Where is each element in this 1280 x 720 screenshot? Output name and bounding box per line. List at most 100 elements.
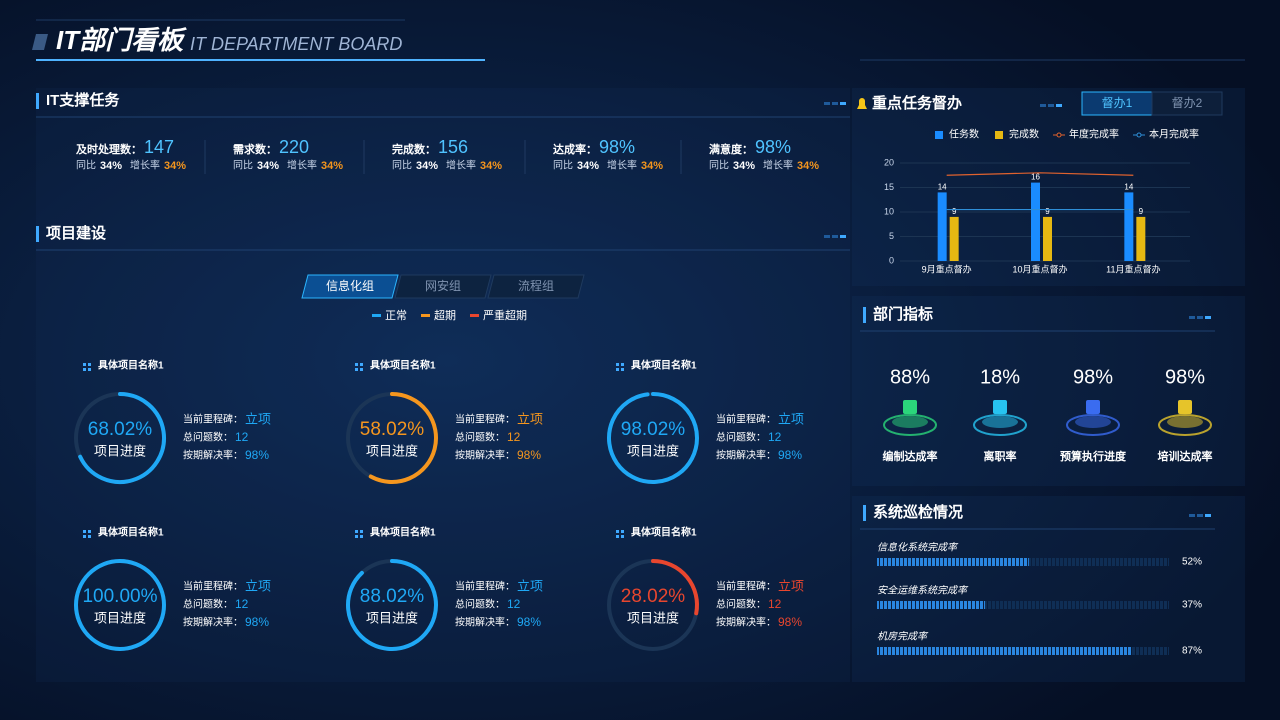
info-value: 立项 [245, 411, 271, 426]
name-icon [88, 363, 91, 366]
section-deco [1205, 514, 1211, 517]
info-value: 12 [507, 597, 521, 611]
section-deco [1189, 316, 1195, 319]
info-label: 总问题数： [183, 431, 233, 444]
task-tab[interactable] [1151, 91, 1223, 116]
group-tab[interactable] [301, 274, 399, 299]
metric-base [1066, 414, 1120, 436]
stat-growth: 34% [321, 160, 343, 172]
stat-value: 98% [599, 137, 635, 157]
inspection-name: 机房完成率 [877, 631, 929, 643]
info-label: 当前里程碑： [183, 413, 243, 426]
progress-caption: 项目进度 [366, 610, 418, 625]
stat-growth: 34% [797, 160, 819, 172]
metric-base [1167, 416, 1203, 428]
section-deco [1048, 104, 1054, 107]
name-icon [616, 530, 619, 533]
group-tab[interactable] [487, 274, 585, 299]
header: IT部门看板 IT DEPARTMENT BOARD [32, 19, 485, 61]
stat-yoy: 34% [416, 160, 438, 172]
section-deco [840, 235, 846, 238]
y-tick-label: 20 [884, 157, 894, 167]
stat-yoy-label: 同比 [392, 160, 412, 172]
bar [949, 216, 959, 261]
info-label: 当前里程碑： [716, 413, 776, 426]
progress-caption: 项目进度 [627, 610, 679, 625]
bar [1124, 192, 1134, 261]
info-label: 按期解决率： [183, 616, 243, 629]
section-deco [1197, 514, 1203, 517]
project-name: 具体项目名称1 [630, 526, 697, 539]
name-icon [360, 368, 363, 371]
stat-label: 满意度： [709, 142, 753, 156]
legend-swatch [470, 314, 479, 317]
progress-bar [877, 558, 1029, 566]
progress-ring [368, 392, 438, 484]
metric-icon [993, 400, 1007, 414]
project-name: 具体项目名称1 [97, 359, 164, 372]
section-deco [1205, 316, 1211, 319]
header-icon [32, 34, 48, 50]
section-title: 重点任务督办 [872, 94, 962, 112]
stat-growth: 34% [480, 160, 502, 172]
name-icon [83, 530, 86, 533]
group-tab[interactable] [394, 274, 492, 299]
metric-value: 98% [1073, 366, 1113, 388]
section-title: 系统巡检情况 [873, 503, 963, 521]
bar-value-label: 14 [938, 183, 947, 192]
info-label: 按期解决率： [716, 616, 776, 629]
inspection-percent: 52% [1182, 557, 1202, 568]
name-icon [360, 530, 363, 533]
page-title: IT部门看板 [56, 25, 187, 55]
progress-label: 28.02% [621, 586, 686, 607]
progress-ring [74, 559, 166, 651]
info-value: 立项 [778, 578, 804, 593]
metric-icon [1086, 400, 1100, 414]
section-deco [824, 102, 830, 105]
stat-growth: 34% [641, 160, 663, 172]
stat-yoy-label: 同比 [76, 160, 96, 172]
info-value: 12 [768, 430, 782, 444]
info-label: 按期解决率： [455, 449, 515, 462]
info-value: 12 [235, 597, 249, 611]
stat-yoy: 34% [257, 160, 279, 172]
y-tick-label: 5 [889, 231, 894, 241]
x-tick-label: 9月重点督办 [922, 263, 972, 274]
section-deco [824, 235, 830, 238]
section-deco [1197, 316, 1203, 319]
progress-bar [877, 601, 986, 609]
bar [937, 192, 947, 261]
metric-icon [903, 400, 917, 414]
legend-swatch [935, 131, 943, 139]
bar [1136, 216, 1146, 261]
legend-label: 年度完成率 [1069, 128, 1119, 141]
legend-label: 严重超期 [483, 308, 527, 322]
section-deco [1040, 104, 1046, 107]
progress-caption: 项目进度 [94, 610, 146, 625]
progress-caption: 项目进度 [366, 443, 418, 458]
section-title: IT支撑任务 [46, 91, 120, 109]
legend-label: 超期 [434, 308, 456, 322]
name-icon [83, 535, 86, 538]
inspection-percent: 87% [1182, 646, 1202, 657]
metric-value: 88% [890, 366, 930, 388]
section-title: 部门指标 [873, 305, 933, 323]
name-icon [621, 530, 624, 533]
progress-label: 58.02% [360, 419, 425, 440]
bar [1043, 216, 1052, 261]
info-label: 按期解决率： [183, 449, 243, 462]
legend-swatch [1056, 132, 1062, 138]
stat-yoy-label: 同比 [553, 160, 573, 172]
project-name: 具体项目名称1 [369, 526, 436, 539]
y-tick-label: 10 [884, 206, 894, 216]
left-panel [36, 88, 850, 682]
info-value: 98% [778, 448, 802, 462]
bar-value-label: 9 [952, 207, 957, 216]
progress-bar [877, 647, 1132, 655]
info-value: 12 [507, 430, 521, 444]
section-deco [832, 235, 838, 238]
name-icon [360, 535, 363, 538]
metric-base [892, 416, 928, 428]
inspection-name: 安全运维系统完成率 [877, 585, 969, 597]
